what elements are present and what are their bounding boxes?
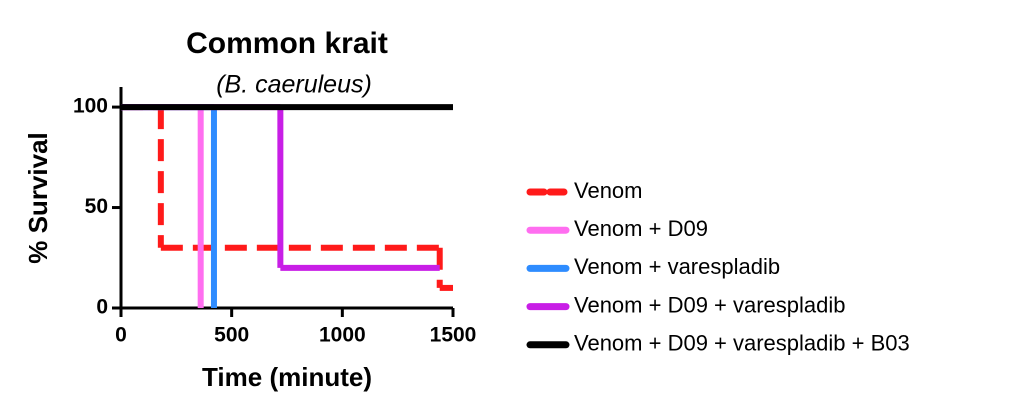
- legend-label: Venom + varespladib: [574, 254, 780, 279]
- chart-title: Common krait: [186, 27, 388, 60]
- x-tick-label: 0: [115, 324, 127, 347]
- legend-label: Venom + D09: [574, 216, 708, 241]
- chart-subtitle: (B. caeruleus): [216, 71, 372, 99]
- x-axis-label: Time (minute): [202, 362, 372, 392]
- y-tick-label: 0: [96, 296, 108, 319]
- x-tick-label: 1000: [319, 324, 366, 347]
- legend-label: Venom + D09 + varespladib: [574, 292, 846, 317]
- x-tick-label: 500: [214, 324, 249, 347]
- y-tick-label: 50: [85, 195, 108, 218]
- legend-label: Venom: [574, 178, 643, 203]
- x-tick-label: 1500: [430, 324, 477, 347]
- legend-label: Venom + D09 + varespladib + B03: [574, 331, 910, 356]
- y-tick-label: 100: [73, 95, 108, 118]
- y-axis-label: % Survival: [23, 132, 53, 264]
